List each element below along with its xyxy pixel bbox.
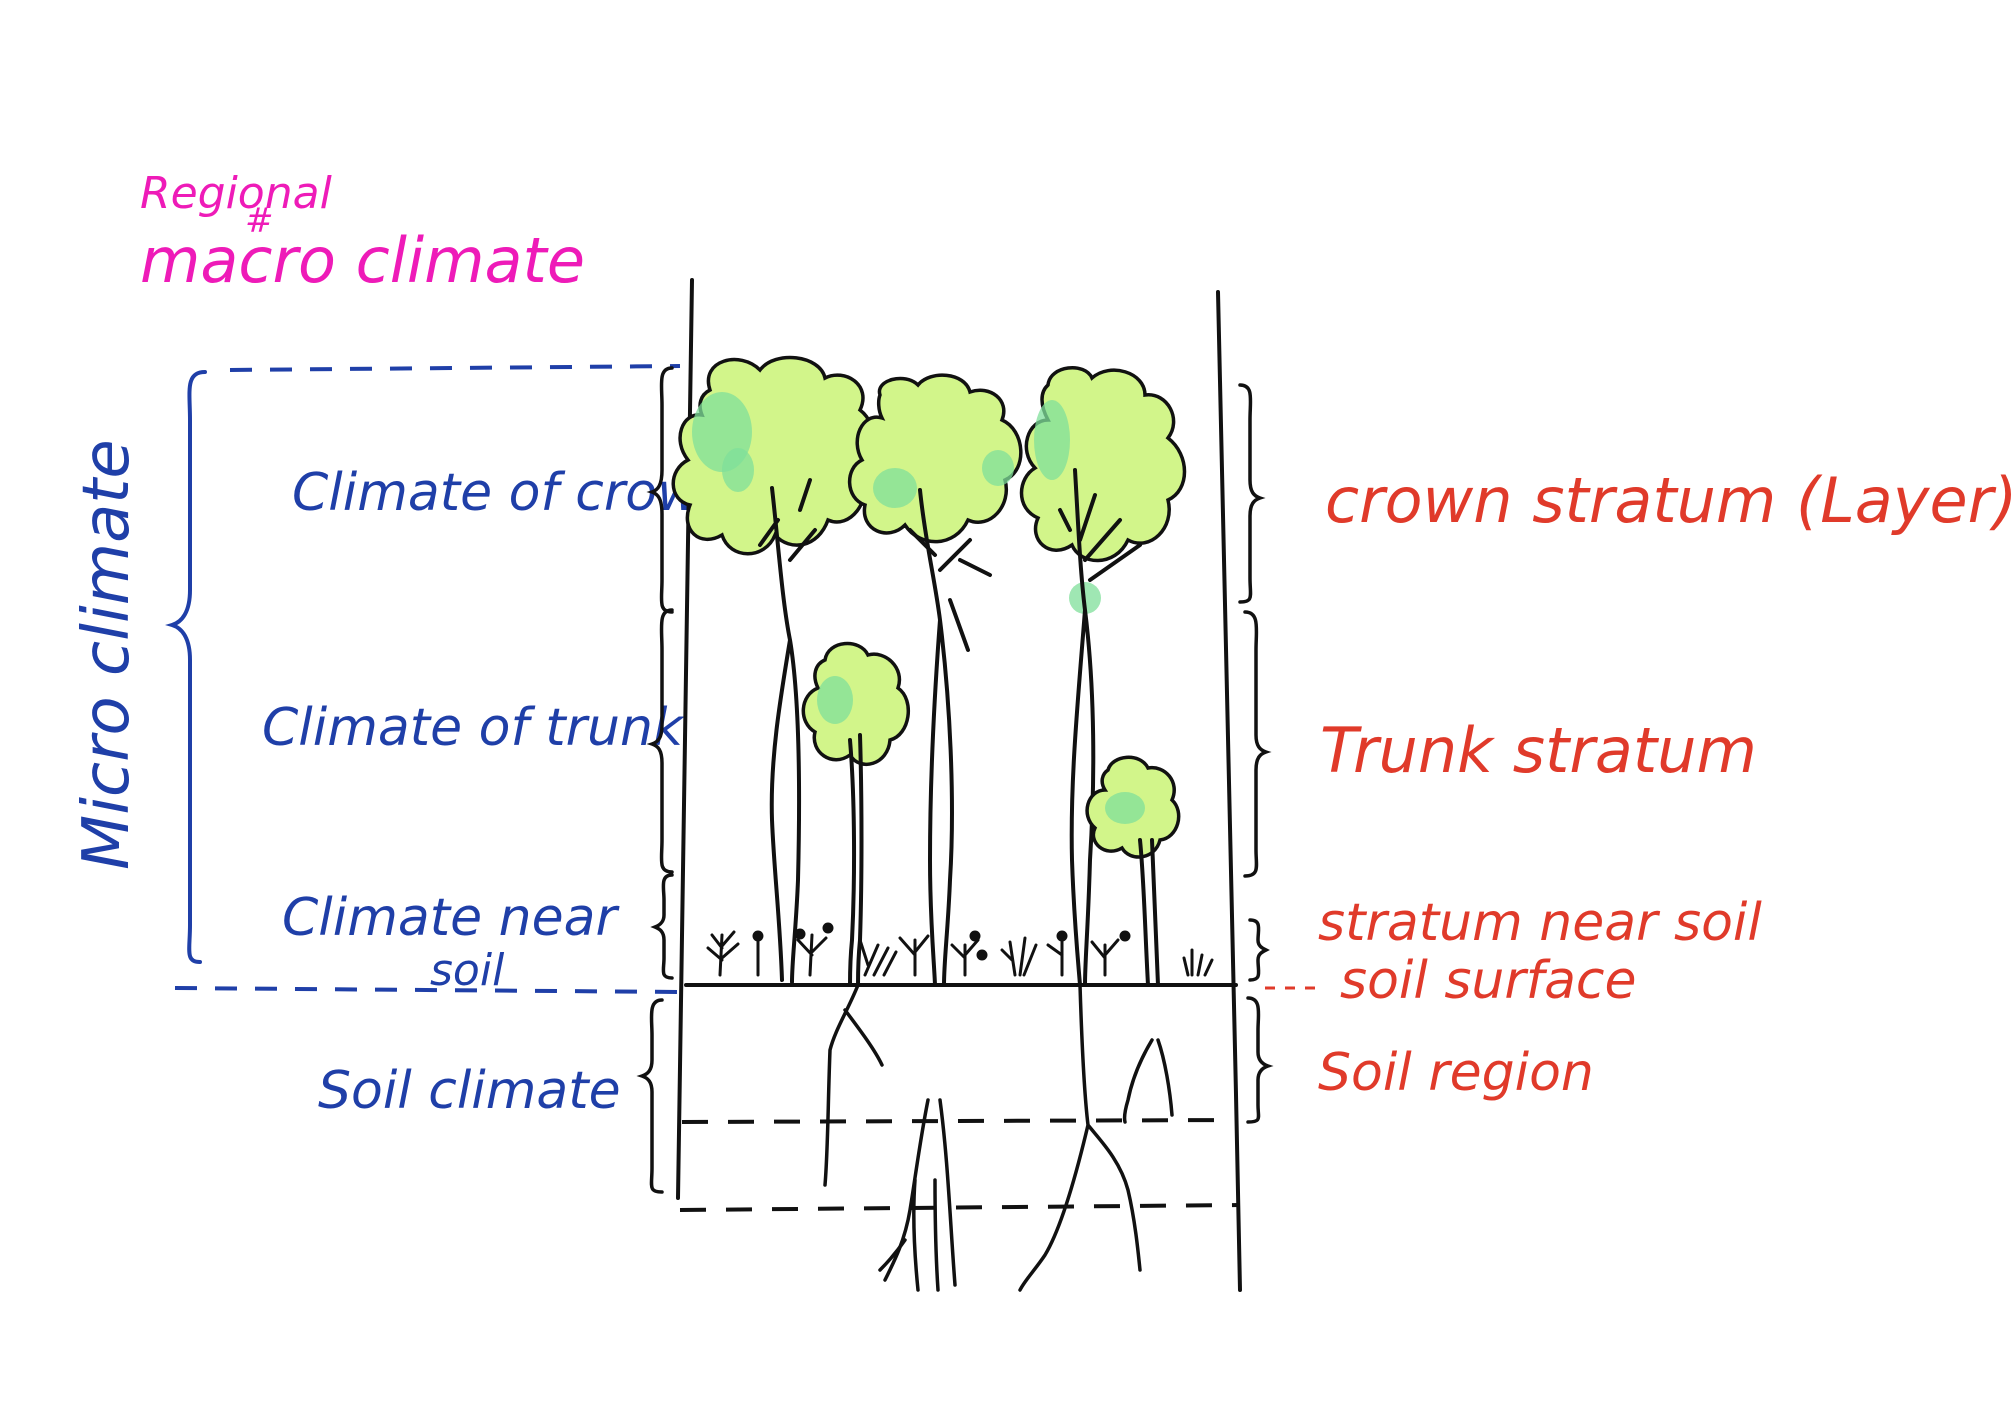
root-tree-2-deep (878, 1178, 940, 1292)
micro-climate-brace (165, 370, 207, 964)
root-tree-5 (1122, 1038, 1174, 1124)
micro-top-dashed-line (229, 364, 681, 372)
title-regional: Regional (140, 168, 333, 219)
title-group: Regional # macro climate (140, 168, 585, 297)
label-climate-near-soil-1: Climate near (282, 888, 620, 948)
label-climate-of-trunk: Climate of trunk (262, 698, 685, 758)
tree-2-trunk (908, 488, 992, 987)
ground-plant-sprout (898, 934, 930, 977)
brace-right-trunk (1243, 610, 1272, 878)
left-labels: Climate of crown Climate of trunk Climat… (262, 463, 733, 1121)
micro-climate-group: Micro climate (70, 364, 681, 994)
soil-layer-dashed-1 (681, 1118, 1233, 1124)
tree-2 (847, 373, 1023, 987)
root-tree-2-right (883, 1098, 957, 1292)
tree-3-trunk (1058, 468, 1142, 987)
tree-2-foliage-blob (982, 450, 1014, 486)
ground-plant-bud-head (969, 930, 981, 942)
label-crown-stratum: crown stratum (Layer) (1325, 464, 2013, 537)
ground-plant-sprout (706, 930, 740, 977)
ground-plant-grass (1182, 948, 1214, 977)
ground-plant-grass (1000, 936, 1038, 977)
label-soil-surface: soil surface (1340, 951, 1637, 1011)
tree-4-small (801, 641, 910, 987)
tree-2-foliage-blob (873, 468, 917, 508)
left-braces (636, 366, 674, 1194)
ground-plant-bud-head (1056, 930, 1068, 942)
brace-left-near-soil (650, 873, 674, 980)
micro-bottom-dashed-line (174, 986, 681, 994)
tree-4-canopy (801, 641, 910, 766)
soil-layer-dashed-2 (679, 1203, 1241, 1212)
ground-plant-bud-head (752, 930, 764, 942)
ground-plant-sprout (1090, 938, 1120, 977)
left-boundary-line (676, 278, 694, 1200)
right-braces (1238, 383, 1274, 1124)
tree-3 (1019, 366, 1187, 987)
tree-1-trunk (758, 478, 817, 984)
right-labels: crown stratum (Layer) Trunk stratum stra… (1318, 464, 2013, 1103)
tree-1 (671, 355, 877, 984)
ground-plant-sprout (796, 933, 828, 977)
tree-5-small (1085, 755, 1181, 987)
label-climate-of-crown: Climate of crown (292, 463, 733, 523)
brace-right-crown (1238, 383, 1266, 604)
label-climate-near-soil-2: soil (430, 945, 505, 996)
brace-right-soil (1246, 996, 1274, 1124)
label-trunk-stratum: Trunk stratum (1320, 714, 1757, 787)
ground-plant-grass (858, 938, 898, 977)
tree-3-foliage-blob (1034, 400, 1070, 480)
label-soil-climate: Soil climate (318, 1061, 621, 1121)
brace-left-trunk (646, 608, 674, 874)
ground-plant-bud-head (822, 922, 834, 934)
ground-plant-bud-head (976, 949, 988, 961)
title-macro-climate: macro climate (140, 224, 585, 297)
tree-4-trunk (848, 733, 864, 987)
brace-left-soil (636, 998, 664, 1194)
tree-5-trunk (1138, 838, 1160, 987)
brace-right-near-soil (1248, 918, 1270, 982)
ground-plants (706, 922, 1214, 977)
tree-5-foliage-blob (1105, 792, 1145, 824)
brace-left-crown (646, 366, 674, 614)
ground-plant-bud-head (794, 928, 806, 940)
ground-plant-bud-head (1119, 930, 1131, 942)
micro-climate-label: Micro climate (70, 439, 144, 870)
label-stratum-near-soil: stratum near soil (1318, 893, 1762, 953)
roots (823, 983, 1174, 1292)
tree-1-foliage-blob (722, 448, 754, 492)
label-soil-region: Soil region (1318, 1043, 1594, 1103)
title-hash: # (245, 201, 274, 241)
ground-plant-bud (1046, 938, 1064, 977)
tree-4-foliage-blob (817, 676, 853, 724)
ground-plant-bud (950, 938, 980, 977)
root-tree-2-left (823, 983, 884, 1187)
root-tree-3 (1018, 983, 1142, 1292)
right-boundary-line (1216, 290, 1242, 1292)
